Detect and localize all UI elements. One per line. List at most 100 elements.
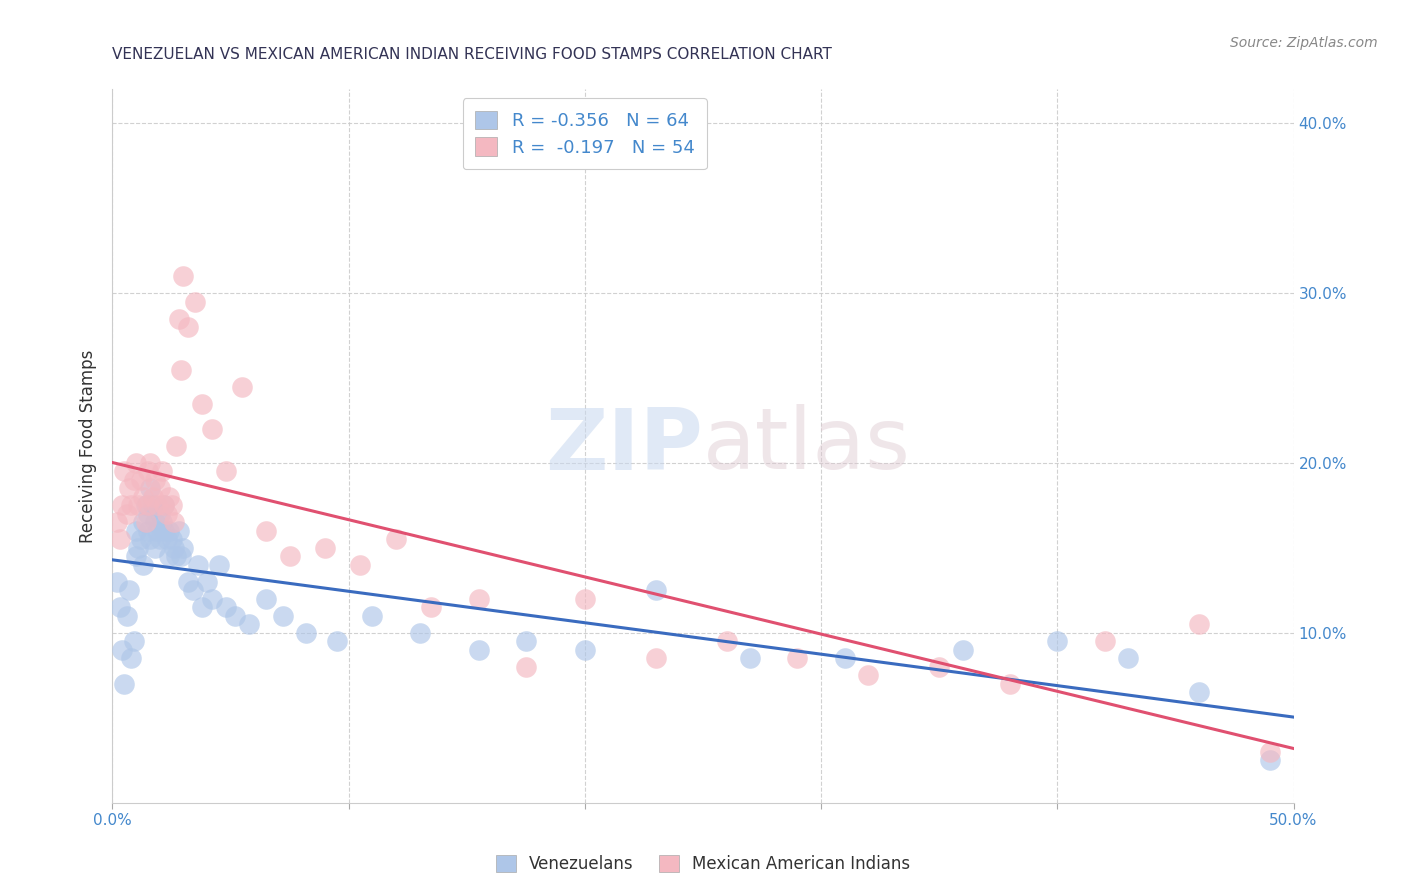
Point	[467, 591, 489, 606]
Point	[181, 583, 204, 598]
Point	[118, 482, 141, 496]
Point	[163, 516, 186, 530]
Point	[122, 634, 145, 648]
Point	[105, 516, 128, 530]
Point	[184, 294, 207, 309]
Point	[385, 533, 408, 547]
Point	[716, 634, 738, 648]
Point	[143, 541, 166, 555]
Point	[326, 634, 349, 648]
Point	[1258, 753, 1281, 767]
Point	[786, 651, 808, 665]
Point	[132, 490, 155, 504]
Point	[139, 456, 162, 470]
Point	[201, 591, 224, 606]
Point	[125, 524, 148, 538]
Point	[135, 516, 157, 530]
Text: ZIP: ZIP	[546, 404, 703, 488]
Point	[254, 524, 277, 538]
Point	[136, 465, 159, 479]
Point	[135, 499, 157, 513]
Point	[122, 473, 145, 487]
Point	[143, 473, 166, 487]
Point	[125, 549, 148, 564]
Point	[195, 574, 218, 589]
Point	[574, 643, 596, 657]
Point	[118, 583, 141, 598]
Point	[153, 499, 176, 513]
Point	[361, 608, 384, 623]
Point	[208, 558, 231, 572]
Point	[574, 591, 596, 606]
Point	[1188, 617, 1211, 632]
Point	[231, 379, 253, 393]
Point	[150, 516, 173, 530]
Point	[170, 362, 193, 376]
Point	[120, 651, 142, 665]
Point	[136, 499, 159, 513]
Point	[191, 600, 214, 615]
Point	[349, 558, 371, 572]
Point	[163, 541, 186, 555]
Point	[129, 473, 152, 487]
Point	[165, 439, 187, 453]
Point	[167, 311, 190, 326]
Point	[115, 507, 138, 521]
Point	[111, 643, 134, 657]
Point	[125, 456, 148, 470]
Text: atlas: atlas	[703, 404, 911, 488]
Text: VENEZUELAN VS MEXICAN AMERICAN INDIAN RECEIVING FOOD STAMPS CORRELATION CHART: VENEZUELAN VS MEXICAN AMERICAN INDIAN RE…	[112, 47, 832, 62]
Point	[186, 558, 208, 572]
Point	[177, 574, 200, 589]
Point	[998, 677, 1021, 691]
Point	[177, 320, 200, 334]
Point	[170, 549, 193, 564]
Point	[644, 651, 666, 665]
Point	[157, 524, 180, 538]
Point	[201, 422, 224, 436]
Point	[928, 660, 950, 674]
Point	[408, 626, 430, 640]
Point	[238, 617, 260, 632]
Point	[112, 677, 135, 691]
Point	[149, 507, 172, 521]
Point	[1094, 634, 1116, 648]
Point	[156, 533, 179, 547]
Point	[165, 549, 187, 564]
Point	[150, 465, 173, 479]
Point	[108, 533, 131, 547]
Point	[142, 499, 165, 513]
Point	[156, 507, 179, 521]
Point	[858, 668, 880, 682]
Text: Source: ZipAtlas.com: Source: ZipAtlas.com	[1230, 36, 1378, 50]
Point	[111, 499, 134, 513]
Point	[160, 499, 183, 513]
Point	[191, 396, 214, 410]
Point	[139, 482, 162, 496]
Point	[127, 541, 149, 555]
Point	[215, 465, 238, 479]
Point	[295, 626, 318, 640]
Point	[1188, 685, 1211, 699]
Point	[132, 516, 155, 530]
Point	[146, 499, 169, 513]
Point	[136, 507, 159, 521]
Point	[115, 608, 138, 623]
Point	[952, 643, 974, 657]
Point	[515, 660, 537, 674]
Point	[1116, 651, 1139, 665]
Point	[224, 608, 246, 623]
Point	[1046, 634, 1069, 648]
Point	[136, 524, 159, 538]
Point	[105, 574, 128, 589]
Point	[149, 533, 172, 547]
Point	[644, 583, 666, 598]
Point	[143, 516, 166, 530]
Point	[215, 600, 238, 615]
Point	[120, 499, 142, 513]
Point	[157, 549, 180, 564]
Point	[153, 499, 176, 513]
Point	[167, 524, 190, 538]
Point	[139, 533, 162, 547]
Point	[254, 591, 277, 606]
